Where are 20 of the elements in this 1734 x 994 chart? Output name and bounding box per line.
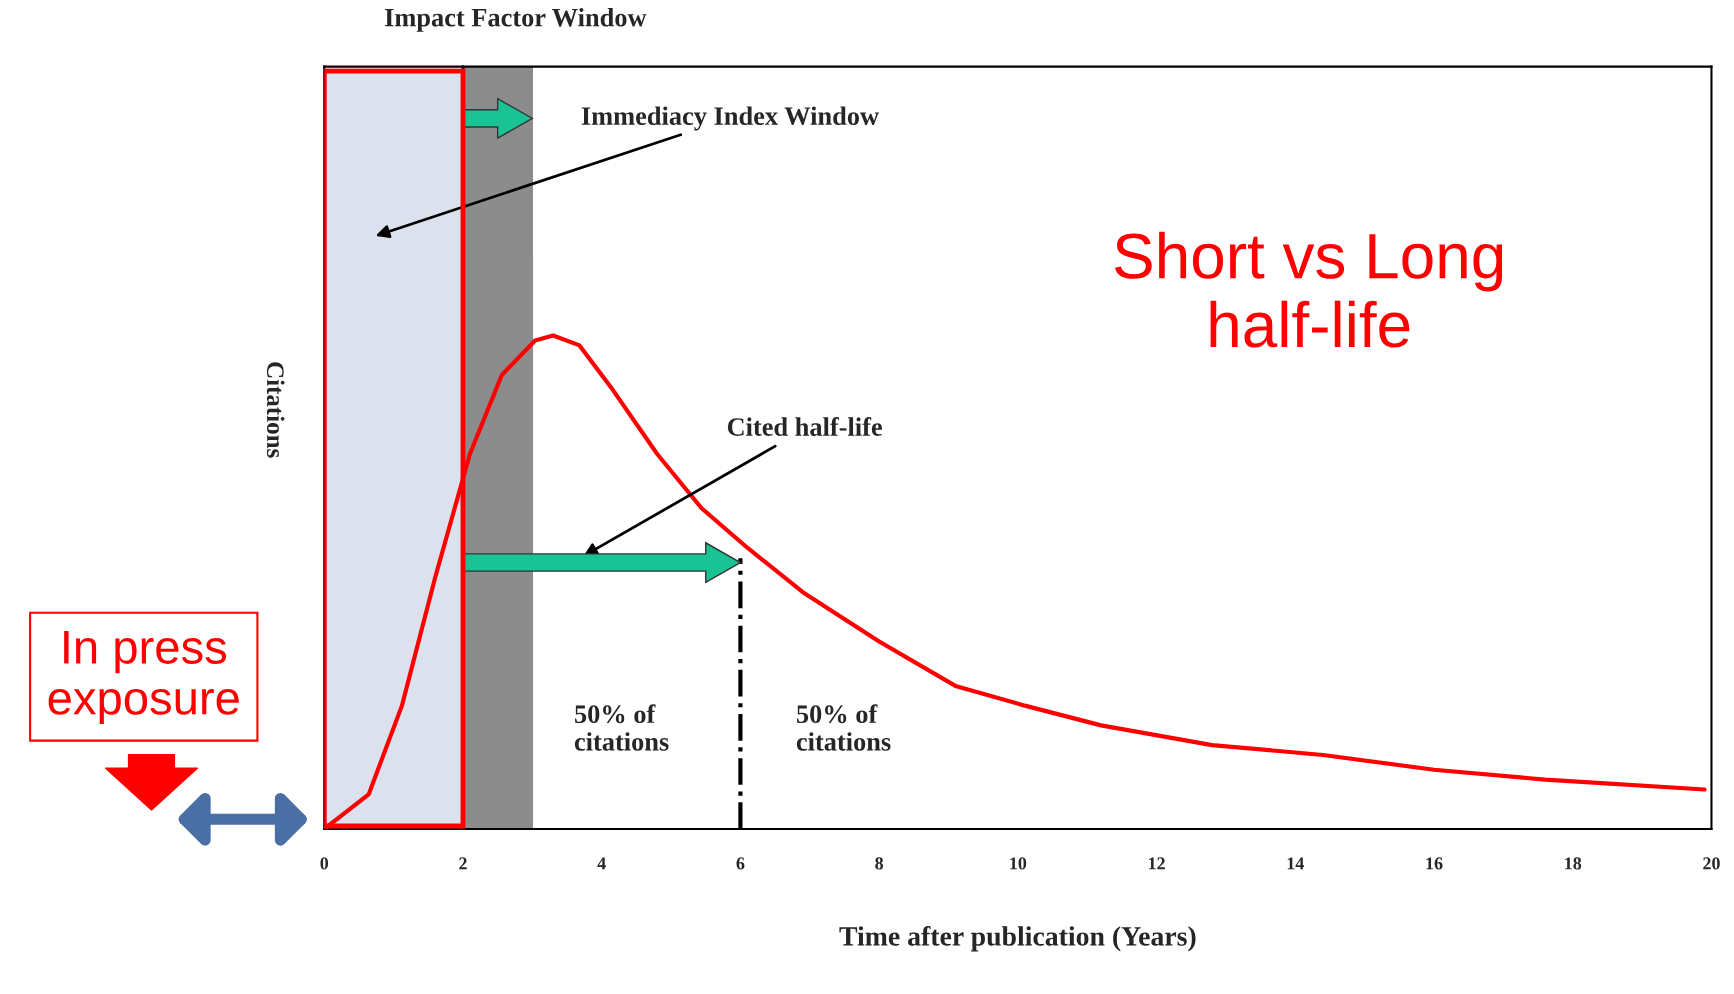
x-tick-label: 20 — [1703, 857, 1720, 870]
annotation: 50% of citations — [574, 704, 669, 751]
x-tick-label: 0 — [320, 857, 329, 870]
x-tick-label: 16 — [1426, 857, 1443, 870]
annotation: Short vs Long half-life — [1114, 231, 1503, 348]
annotation: Cited half-life — [727, 417, 882, 436]
text: Immediacy Index Window — [581, 106, 879, 131]
text: Impact Factor Window — [384, 7, 647, 32]
x-tick-label: 6 — [736, 857, 745, 870]
x-tick-label: 4 — [597, 857, 606, 870]
x-tick-label: 10 — [1010, 857, 1027, 870]
x-tick-label: 2 — [459, 857, 467, 870]
y-axis-title: Citations — [266, 362, 285, 458]
x-axis-title: Time after publication (Years) — [839, 925, 1196, 952]
x-tick-label: 12 — [1149, 857, 1165, 870]
x-tick-label: 14 — [1287, 857, 1304, 870]
x-tick-label: 18 — [1565, 857, 1582, 870]
annotation: 50% of citations — [796, 704, 891, 751]
x-tick-label: 8 — [875, 857, 884, 870]
text: In press exposure — [48, 630, 239, 725]
